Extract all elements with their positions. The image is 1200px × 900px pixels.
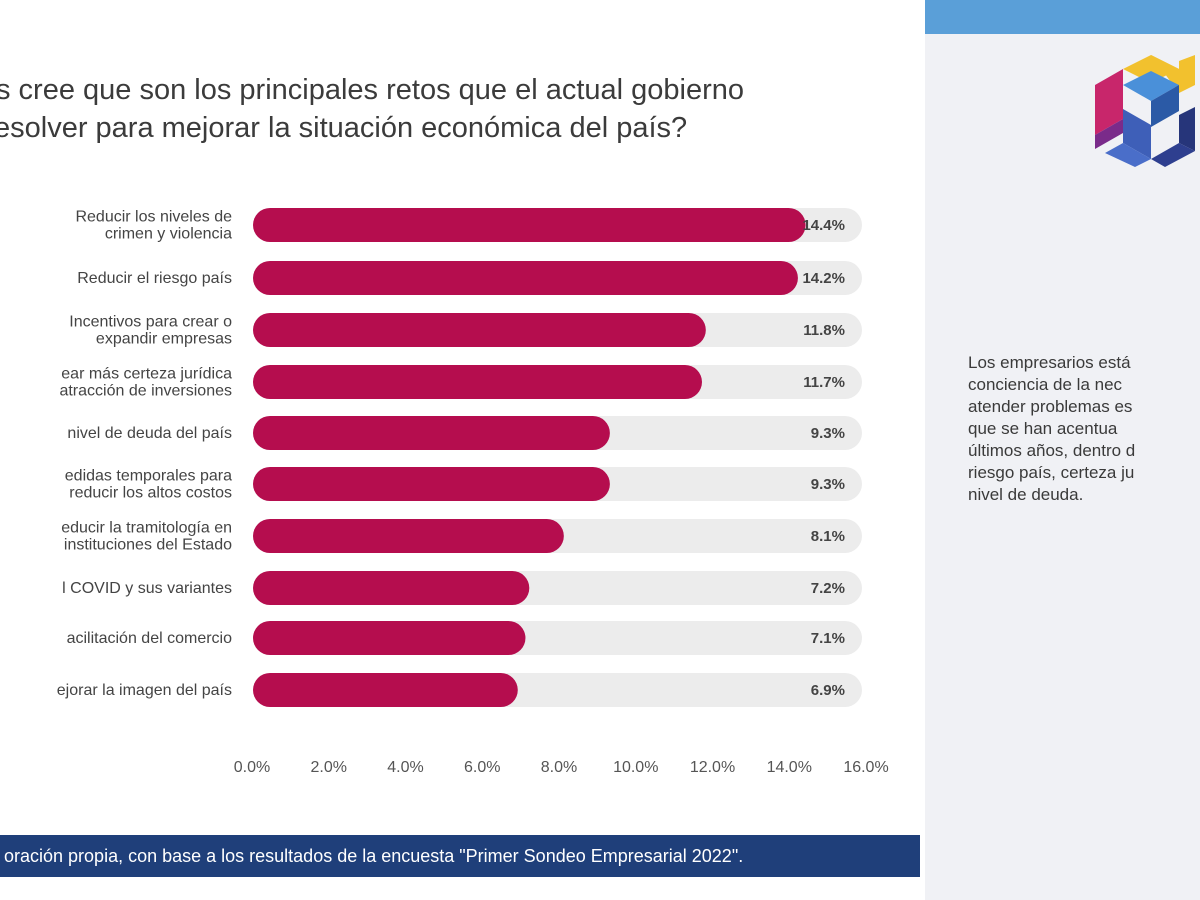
category-label: educir la tramitología en bbox=[61, 520, 232, 537]
value-label: 14.2% bbox=[802, 270, 845, 287]
sidebar-text-line: riesgo país, certeza ju bbox=[968, 463, 1135, 482]
sidebar-text-line: atender problemas es bbox=[968, 397, 1133, 416]
x-tick-label: 6.0% bbox=[464, 759, 500, 776]
sidebar-text-line: nivel de deuda. bbox=[968, 485, 1084, 504]
category-label: ejorar la imagen del país bbox=[57, 682, 232, 699]
value-label: 7.1% bbox=[811, 630, 845, 647]
category-label: expandir empresas bbox=[96, 331, 232, 348]
sidebar-text-line: Los empresarios está bbox=[968, 353, 1131, 372]
category-label: edidas temporales para bbox=[65, 468, 232, 485]
category-label: crimen y violencia bbox=[105, 226, 232, 243]
source-note: oración propia, con base a los resultado… bbox=[0, 835, 920, 877]
value-label: 14.4% bbox=[802, 217, 845, 234]
sidebar-text-line: conciencia de la nec bbox=[968, 375, 1123, 394]
bar bbox=[253, 467, 610, 501]
source-text: oración propia, con base a los resultado… bbox=[4, 846, 744, 866]
value-label: 9.3% bbox=[811, 425, 845, 442]
category-label: acilitación del comercio bbox=[67, 630, 233, 647]
x-tick-label: 12.0% bbox=[690, 759, 735, 776]
category-label: Reducir los niveles de bbox=[75, 209, 232, 226]
question-line-1: s cree que son los principales retos que… bbox=[0, 74, 745, 106]
x-tick-label: 0.0% bbox=[234, 759, 270, 776]
cube-logo-icon bbox=[1095, 55, 1195, 167]
category-label: Incentivos para crear o bbox=[69, 314, 232, 331]
bar bbox=[253, 261, 798, 295]
bar bbox=[253, 673, 518, 707]
bar bbox=[253, 365, 702, 399]
category-label: Reducir el riesgo país bbox=[77, 270, 232, 287]
bar bbox=[253, 208, 806, 242]
value-label: 11.7% bbox=[803, 374, 845, 391]
bar bbox=[253, 519, 564, 553]
question-line-2: esolver para mejorar la situación económ… bbox=[0, 112, 688, 144]
category-label: instituciones del Estado bbox=[64, 537, 232, 554]
bar bbox=[253, 313, 706, 347]
x-tick-label: 10.0% bbox=[613, 759, 658, 776]
value-label: 8.1% bbox=[811, 528, 845, 545]
x-tick-label: 16.0% bbox=[843, 759, 888, 776]
bar bbox=[253, 416, 610, 450]
value-label: 11.8% bbox=[803, 322, 845, 339]
category-label: ear más certeza jurídica bbox=[61, 366, 232, 383]
x-tick-label: 8.0% bbox=[541, 759, 577, 776]
bar bbox=[253, 621, 526, 655]
x-tick-label: 14.0% bbox=[767, 759, 812, 776]
bar bbox=[253, 571, 530, 605]
category-label: nivel de deuda del país bbox=[67, 425, 232, 442]
x-tick-label: 4.0% bbox=[387, 759, 423, 776]
sidebar-text-line: que se han acentua bbox=[968, 419, 1118, 438]
sidebar-text: Los empresarios está conciencia de la ne… bbox=[968, 352, 1200, 506]
value-label: 9.3% bbox=[811, 476, 845, 493]
value-label: 6.9% bbox=[811, 682, 845, 699]
value-label: 7.2% bbox=[811, 580, 845, 597]
sidebar-text-line: últimos años, dentro d bbox=[968, 441, 1136, 460]
x-tick-label: 2.0% bbox=[311, 759, 347, 776]
category-label: l COVID y sus variantes bbox=[62, 580, 232, 597]
category-label: reducir los altos costos bbox=[69, 485, 232, 502]
sidebar: Los empresarios está conciencia de la ne… bbox=[925, 0, 1200, 900]
sidebar-top-band bbox=[925, 0, 1200, 34]
category-label: atracción de inversiones bbox=[59, 383, 232, 400]
chart-panel: s cree que son los principales retos que… bbox=[0, 74, 920, 877]
